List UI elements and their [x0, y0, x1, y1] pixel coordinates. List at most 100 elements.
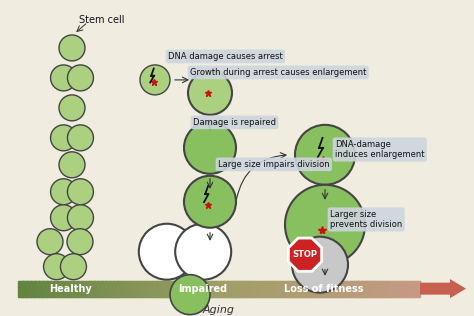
Bar	[118, 281, 120, 297]
Circle shape	[51, 205, 76, 231]
Bar	[60, 281, 61, 297]
Circle shape	[67, 65, 93, 91]
Bar	[321, 281, 323, 297]
Bar	[396, 281, 398, 297]
Bar	[380, 281, 382, 297]
Bar	[234, 281, 236, 297]
Bar	[210, 281, 211, 297]
Bar	[357, 281, 359, 297]
Bar	[173, 281, 175, 297]
Bar	[191, 281, 193, 297]
Bar	[274, 281, 276, 297]
Bar	[117, 281, 119, 297]
Bar	[180, 281, 182, 297]
Bar	[66, 281, 68, 297]
Bar	[242, 281, 244, 297]
Bar	[46, 281, 48, 297]
Bar	[52, 281, 54, 297]
Bar	[129, 281, 131, 297]
Bar	[408, 281, 410, 297]
Bar	[360, 281, 362, 297]
Bar	[141, 281, 143, 297]
Bar	[349, 281, 351, 297]
Bar	[393, 281, 395, 297]
Bar	[334, 281, 336, 297]
Bar	[339, 281, 341, 297]
Bar	[104, 281, 106, 297]
Bar	[47, 281, 49, 297]
Bar	[45, 281, 46, 297]
Bar	[155, 281, 156, 297]
Bar	[356, 281, 357, 297]
Bar	[73, 281, 75, 297]
Bar	[254, 281, 255, 297]
Bar	[61, 281, 63, 297]
Text: Larger size
prevents division: Larger size prevents division	[330, 210, 402, 229]
Bar	[185, 281, 187, 297]
FancyArrow shape	[420, 279, 466, 298]
Bar	[206, 281, 208, 297]
Bar	[201, 281, 203, 297]
Bar	[342, 281, 344, 297]
Bar	[137, 281, 139, 297]
Bar	[355, 281, 356, 297]
Bar	[289, 281, 291, 297]
Bar	[388, 281, 390, 297]
Circle shape	[51, 65, 76, 91]
Bar	[309, 281, 310, 297]
Bar	[55, 281, 57, 297]
Bar	[38, 281, 40, 297]
Bar	[21, 281, 23, 297]
Bar	[30, 281, 32, 297]
Bar	[44, 281, 46, 297]
Bar	[23, 281, 25, 297]
Bar	[228, 281, 230, 297]
Bar	[281, 281, 283, 297]
Bar	[271, 281, 273, 297]
Bar	[407, 281, 409, 297]
Circle shape	[61, 254, 86, 280]
Bar	[101, 281, 103, 297]
Bar	[402, 281, 404, 297]
Bar	[143, 281, 145, 297]
Bar	[261, 281, 263, 297]
Bar	[200, 281, 202, 297]
Bar	[297, 281, 299, 297]
Bar	[115, 281, 116, 297]
Bar	[199, 281, 201, 297]
Circle shape	[59, 152, 85, 178]
Bar	[177, 281, 179, 297]
Bar	[86, 281, 88, 297]
Bar	[151, 281, 153, 297]
Bar	[223, 281, 225, 297]
Bar	[110, 281, 112, 297]
Bar	[179, 281, 181, 297]
Circle shape	[285, 185, 365, 265]
Bar	[138, 281, 140, 297]
Bar	[196, 281, 198, 297]
Bar	[270, 281, 272, 297]
Bar	[33, 281, 35, 297]
Bar	[100, 281, 101, 297]
Bar	[374, 281, 376, 297]
Bar	[53, 281, 55, 297]
Bar	[381, 281, 383, 297]
Bar	[224, 281, 226, 297]
Circle shape	[67, 179, 93, 205]
Bar	[190, 281, 191, 297]
Bar	[413, 281, 415, 297]
Bar	[26, 281, 28, 297]
Bar	[401, 281, 403, 297]
Bar	[230, 281, 232, 297]
Bar	[322, 281, 324, 297]
Bar	[124, 281, 126, 297]
Bar	[298, 281, 300, 297]
Bar	[136, 281, 138, 297]
Bar	[313, 281, 315, 297]
Bar	[273, 281, 274, 297]
Bar	[305, 281, 307, 297]
Bar	[149, 281, 151, 297]
Circle shape	[67, 205, 93, 231]
Bar	[182, 281, 183, 297]
Bar	[25, 281, 27, 297]
